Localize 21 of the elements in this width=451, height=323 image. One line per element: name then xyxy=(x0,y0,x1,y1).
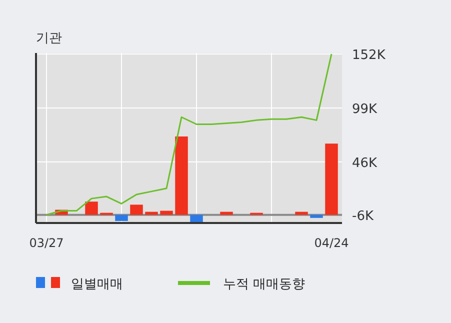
x-tick-label: 04/24 xyxy=(314,236,349,250)
y-tick-label: 99K xyxy=(352,102,378,117)
bar xyxy=(190,214,203,222)
y-tick-label: 152K xyxy=(352,48,386,64)
bar xyxy=(310,214,323,218)
bar xyxy=(115,214,128,221)
bar xyxy=(145,212,158,215)
y-tick-label: -6K xyxy=(352,208,374,224)
chart-title: 기관 xyxy=(36,31,62,46)
y-tick-label: 46K xyxy=(352,156,378,171)
line-series xyxy=(46,53,332,216)
bar xyxy=(325,144,338,215)
x-tick-label: 03/27 xyxy=(29,236,64,250)
bar xyxy=(175,136,188,215)
bar xyxy=(85,202,98,215)
bar xyxy=(220,212,233,215)
legend-label: 누적 매매동향 xyxy=(223,277,306,292)
legend-label: 일별매매 xyxy=(71,277,123,292)
bar xyxy=(295,212,308,215)
bar xyxy=(160,210,173,215)
bar xyxy=(130,204,143,215)
